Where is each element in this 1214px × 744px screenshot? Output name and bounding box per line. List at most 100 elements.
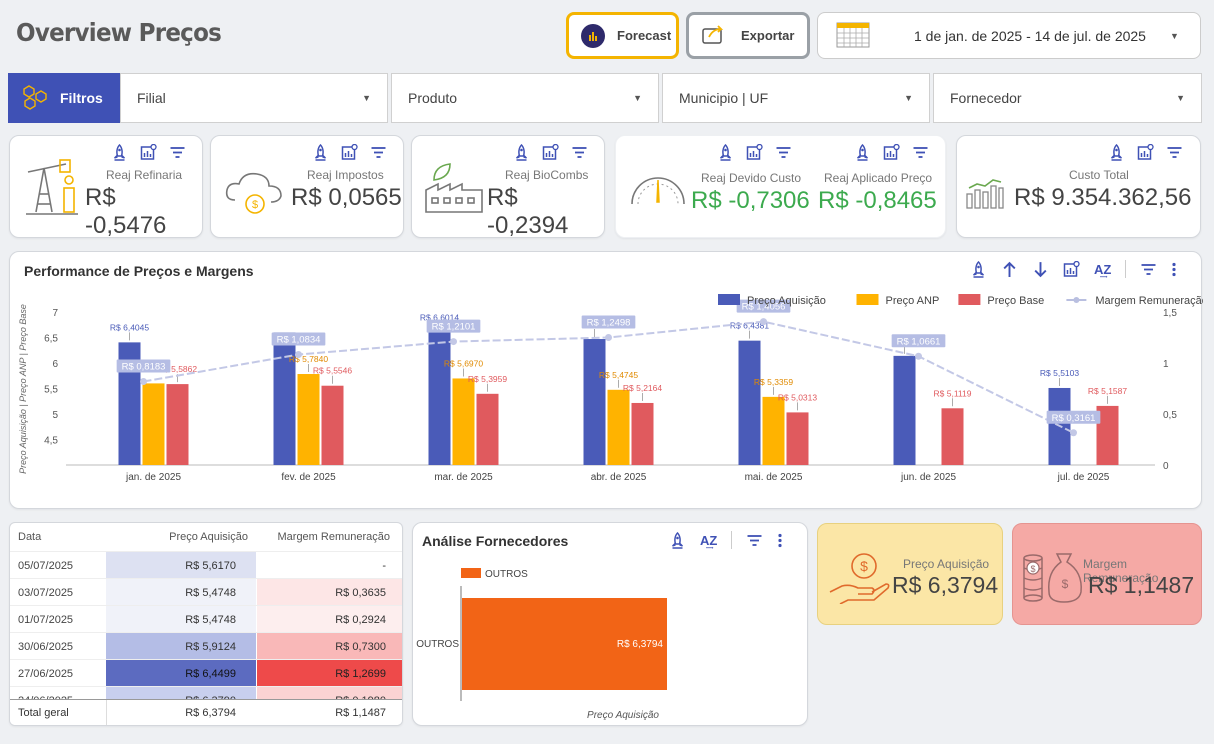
suppliers-title: Análise Fornecedores [422, 533, 569, 549]
chart-settings-icon[interactable] [746, 144, 763, 161]
table-row[interactable]: 05/07/2025 R$ 5,6170- [10, 551, 402, 579]
margin-label: R$ 0,8183 [122, 362, 166, 373]
x-tick-label: fev. de 2025 [281, 472, 336, 483]
col-header-data[interactable]: Data [18, 530, 42, 543]
margin-label: R$ 1,0661 [897, 336, 941, 347]
table-row[interactable]: 30/06/2025 R$ 5,9124 R$ 0,7300 [10, 632, 402, 660]
filter-icon[interactable] [1166, 144, 1183, 161]
export-label: Exportar [741, 28, 795, 43]
money-bag-icon: $$ [1023, 553, 1082, 603]
kpi-label: Reaj Impostos [307, 168, 384, 182]
cell-preco-aquisicao: R$ 5,4748 [106, 606, 256, 633]
filter-produto[interactable]: Produto ▼ [391, 73, 659, 123]
forecast-button[interactable]: Forecast [566, 12, 679, 59]
x-axis-label: Preço Aquisição [587, 710, 659, 721]
hand-coin-icon: $ [829, 553, 890, 604]
rocket-icon[interactable] [312, 144, 329, 161]
filter-icon[interactable] [912, 144, 929, 161]
oil-pump-icon [26, 159, 78, 215]
calendar-icon [836, 19, 870, 52]
legend-swatch-dot [1073, 297, 1080, 303]
kpi-value: R$ 0,0565 [291, 184, 402, 211]
arrow-up-icon[interactable] [1001, 261, 1018, 278]
arrow-down-icon[interactable] [1032, 261, 1049, 278]
cell-date: 27/06/2025 [18, 667, 74, 680]
margin-label: R$ 1,0834 [277, 334, 321, 345]
chart-settings-icon[interactable] [883, 144, 900, 161]
filter-municipio[interactable]: Municipio | UF ▼ [662, 73, 930, 123]
svg-text:$: $ [860, 558, 868, 574]
chart-settings-icon[interactable] [140, 144, 157, 161]
chart-title: Performance de Preços e Margens [24, 263, 254, 279]
filter-fornecedor[interactable]: Fornecedor ▼ [933, 73, 1202, 123]
rocket-icon[interactable] [111, 144, 128, 161]
chevron-down-icon: ▼ [633, 93, 642, 103]
chart-settings-icon[interactable] [1137, 144, 1154, 161]
sort-az-icon[interactable]: A͢Z [700, 532, 718, 548]
cell-margem: R$ 0,1980 [257, 687, 402, 699]
filter-filial[interactable]: Filial ▼ [120, 73, 388, 123]
col-header-margem[interactable]: Margem Remuneração [277, 530, 391, 543]
kpi-card-impostos: $ Reaj Impostos R$ 0,0565 [210, 135, 404, 238]
bar [893, 355, 916, 465]
filter-icon[interactable] [571, 144, 588, 161]
cell-preco-aquisicao: R$ 5,9124 [106, 633, 256, 660]
divider [1125, 260, 1127, 278]
kpi-label: Reaj Devido Custo [701, 171, 802, 185]
export-icon [701, 23, 727, 48]
forecast-label: Forecast [617, 28, 672, 43]
cell-preco-aquisicao: R$ 5,4748 [106, 579, 256, 606]
filter-icon[interactable] [370, 144, 387, 161]
filter-fornecedor-label: Fornecedor [950, 90, 1022, 106]
filter-icon[interactable] [169, 144, 186, 161]
filters-button[interactable]: Filtros [8, 73, 120, 123]
x-tick-label: jan. de 2025 [125, 472, 181, 483]
margin-label-bg [891, 334, 946, 348]
bar [631, 402, 654, 465]
rocket-icon[interactable] [717, 144, 734, 161]
more-icon[interactable] [1171, 261, 1177, 278]
chart-settings-icon[interactable] [542, 144, 559, 161]
bar [583, 339, 606, 465]
chart-settings-icon[interactable] [341, 144, 358, 161]
y2-tick-label: 0 [1163, 461, 1169, 472]
rocket-icon[interactable] [854, 144, 871, 161]
total-preco-aquisicao: R$ 6,3794 [106, 700, 256, 725]
export-button[interactable]: Exportar [686, 12, 810, 59]
rocket-icon[interactable] [513, 144, 530, 161]
bar [786, 412, 809, 465]
data-label: R$ 5,1119 [934, 388, 972, 398]
more-icon[interactable] [777, 532, 783, 549]
table-row[interactable]: 01/07/2025 R$ 5,4748 R$ 0,2924 [10, 605, 402, 633]
y2-tick-label: 1 [1163, 359, 1169, 370]
col-header-preco-aquisicao[interactable]: Preço Aquisição [169, 530, 248, 543]
margin-label: R$ 0,3161 [1052, 413, 1096, 424]
summary-label: Margem Remuneração [1083, 557, 1159, 585]
date-range-picker[interactable]: 1 de jan. de 2025 - 14 de jul. de 2025 ▼ [817, 12, 1201, 59]
x-tick-label: mar. de 2025 [434, 472, 493, 483]
sort-az-icon[interactable]: A͢Z [1094, 261, 1112, 277]
cell-margem: R$ 0,3635 [257, 579, 402, 606]
table-body: 05/07/2025 R$ 5,6170-03/07/2025 R$ 5,4748 R… [10, 551, 402, 699]
y-tick-label: 6,5 [44, 334, 58, 345]
y-tick-label: 7 [52, 308, 58, 319]
kpi-card-reajuste: Reaj Devido Custo R$ -0,7306 Reaj Aplica… [615, 135, 946, 238]
filter-produto-label: Produto [408, 90, 458, 106]
margin-point [295, 350, 302, 358]
suppliers-chart: OUTROS R$ 6,3794 OUTROS Preço Aquisição [416, 568, 667, 721]
rocket-icon[interactable] [1108, 144, 1125, 161]
filter-icon[interactable] [775, 144, 792, 161]
table-row[interactable]: 03/07/2025 R$ 5,4748 R$ 0,3635 [10, 578, 402, 606]
cell-date: 01/07/2025 [18, 613, 74, 626]
x-tick-label: jul. de 2025 [1057, 472, 1110, 483]
x-tick-label: abr. de 2025 [591, 472, 647, 483]
bar [762, 396, 785, 465]
data-label: R$ 5,6970 [444, 358, 483, 368]
y-tick-label: 5 [52, 410, 58, 421]
table-row[interactable]: 27/06/2025 R$ 6,4499 R$ 1,2699 [10, 659, 402, 687]
data-label: R$ 5,3959 [468, 374, 507, 384]
cell-date: 05/07/2025 [18, 559, 74, 572]
summary-value: R$ 1,1487 [1088, 572, 1195, 598]
cell-preco-aquisicao: R$ 6,3790 [106, 687, 256, 699]
